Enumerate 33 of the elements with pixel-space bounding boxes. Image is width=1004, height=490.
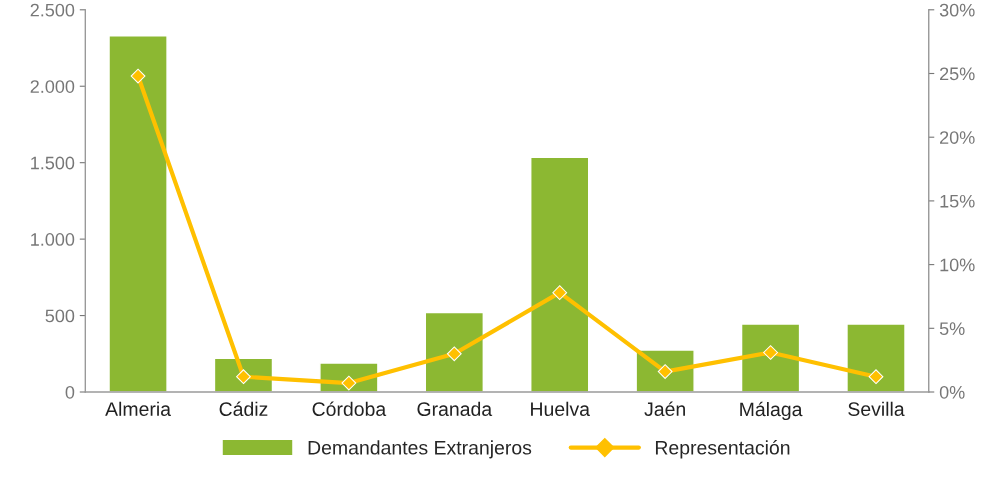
y-tick-label: 1.500 [31,156,75,170]
y2-tick-label: 15% [940,194,975,208]
x-tick-label: Cádiz [219,401,268,416]
x-tick-label: Córdoba [312,401,387,416]
bar [424,311,484,392]
bar [846,323,906,392]
point [446,346,462,362]
y2-tick-label: 5% [939,322,965,336]
point [130,68,146,84]
y-tick-label: 1.000 [31,233,75,246]
point [552,285,568,301]
y-tick-label: 500 [45,309,75,323]
x-tick-label: Sevilla [848,401,905,416]
y2-tick-label: 30% [939,3,975,17]
y2-tick-label: 20% [940,131,975,144]
bar [108,35,168,392]
x-tick-label: Jaén [644,401,685,416]
y2-tick-label: 25% [940,67,975,81]
y-tick-label: 2.500 [30,3,75,17]
x-tick-label: Granada [417,401,493,416]
x-tick-label: Huelva [531,401,590,416]
legend-label: Representación [655,440,790,459]
bar [740,323,801,392]
bar [530,156,590,392]
point [868,369,884,385]
x-tick-label: Málaga [740,401,803,421]
y2-tick-label: 0% [939,385,965,399]
legend-label: Demandantes Extranjeros [308,440,532,459]
y2-tick-label: 10% [940,258,975,272]
x-tick-label: Almeria [105,401,171,416]
y-tick-label: 0 [65,385,75,399]
y-tick-label: 2.000 [30,80,75,93]
point [763,345,778,360]
